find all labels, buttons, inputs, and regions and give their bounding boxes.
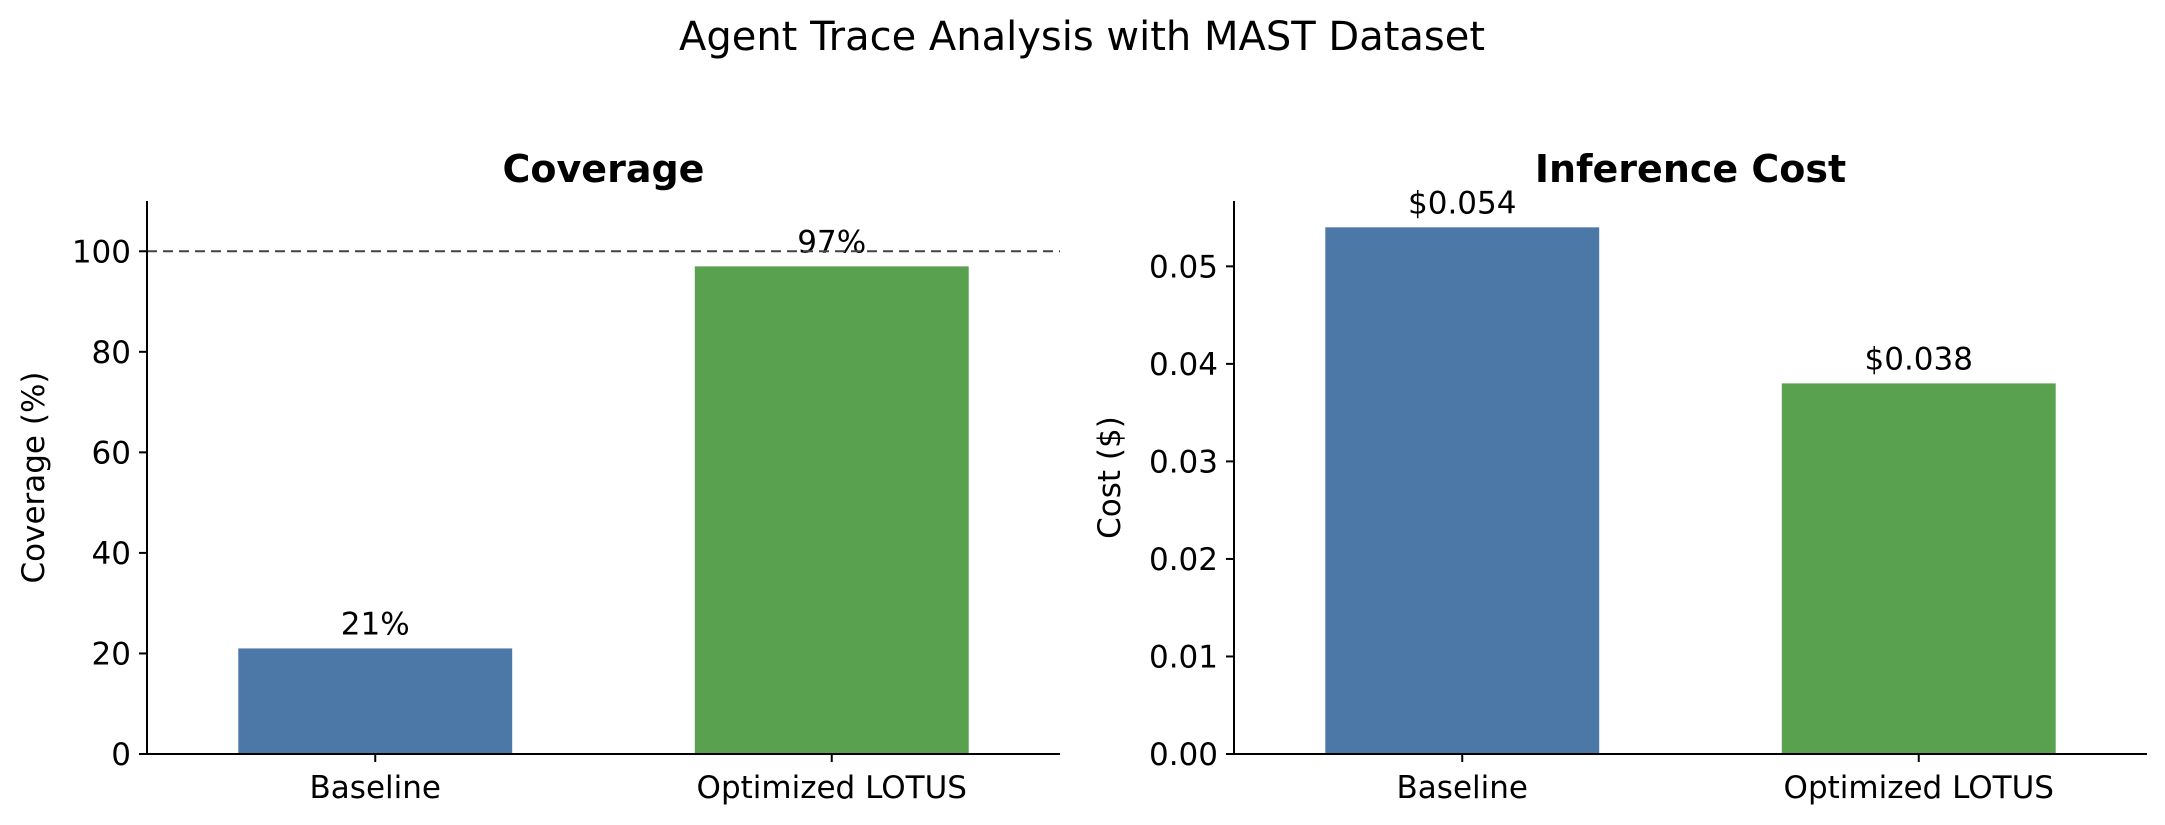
y-tick-label: 0.03 (1149, 444, 1218, 480)
panel-coverage: Coverage Coverage (%) 21% Baseline 97% Optimi… (16, 147, 1060, 806)
y-axis-label: Coverage (%) (16, 371, 52, 583)
y-tick-label: 100 (72, 234, 131, 270)
y-tick-label: 60 (92, 435, 131, 471)
bar-value-label: 21% (341, 606, 410, 642)
y-tick-label: 40 (92, 536, 131, 572)
y-tick-label: 0.01 (1149, 639, 1218, 675)
bar-value-label: $0.038 (1865, 341, 1973, 377)
panel-title: Coverage (503, 147, 705, 191)
panel-title: Inference Cost (1535, 147, 1846, 191)
panel-inference-cost: Inference Cost Cost ($) $0.054 Baseline $0.0… (1092, 147, 2147, 806)
y-tick-label: 0.04 (1149, 347, 1218, 383)
x-tick-label: Baseline (310, 770, 441, 806)
y-tick-label: 0.00 (1149, 737, 1218, 773)
y-tick-label: 0.05 (1149, 249, 1218, 285)
figure-title: Agent Trace Analysis with MAST Dataset (679, 14, 1485, 60)
bar-baseline (238, 648, 513, 754)
x-tick-label: Optimized LOTUS (1784, 770, 2054, 806)
bar-value-label: 97% (797, 224, 866, 260)
x-tick-label: Baseline (1397, 770, 1528, 806)
y-tick-label: 0 (111, 737, 131, 773)
bar-value-label: $0.054 (1408, 185, 1516, 221)
bar-optimized-lotus (694, 266, 969, 754)
y-axis-label: Cost ($) (1092, 416, 1128, 539)
bar-baseline (1325, 227, 1600, 755)
y-tick-label: 80 (92, 335, 131, 371)
x-tick-label: Optimized LOTUS (697, 770, 967, 806)
y-tick-label: 0.02 (1149, 542, 1218, 578)
bar-optimized-lotus (1781, 383, 2056, 754)
y-tick-label: 20 (92, 636, 131, 672)
